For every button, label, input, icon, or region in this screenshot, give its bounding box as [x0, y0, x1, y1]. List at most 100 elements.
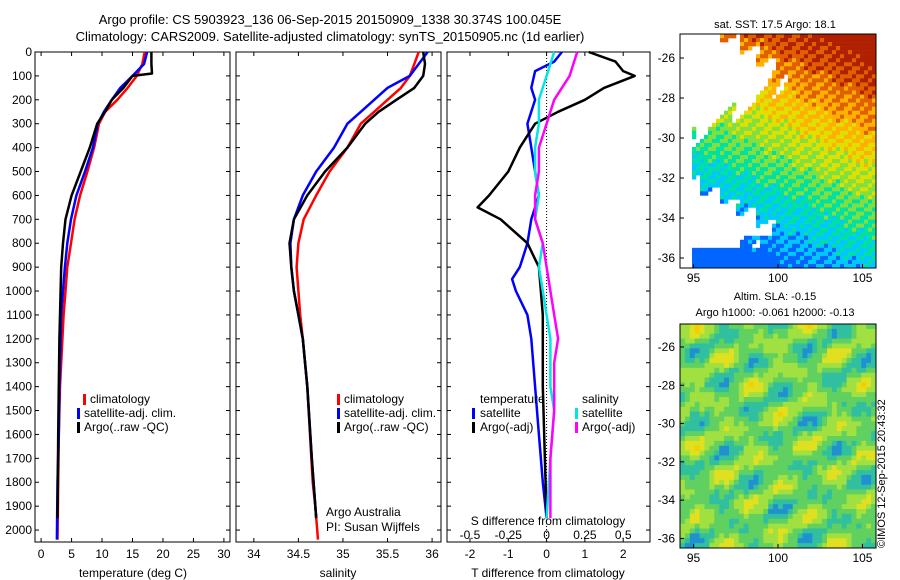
sst-cell	[764, 50, 769, 55]
sla-cell	[822, 362, 828, 369]
sla-cell	[856, 504, 862, 510]
sst-cell	[824, 163, 829, 168]
sla-cell	[851, 397, 857, 403]
sst-cell	[840, 175, 845, 180]
sla-cell	[807, 528, 813, 534]
sst-cell	[832, 187, 837, 192]
sla-cell	[758, 484, 764, 490]
sla-cell	[738, 367, 744, 373]
sla-cell	[773, 426, 779, 432]
sst-cell	[800, 94, 805, 99]
sst-cell	[820, 259, 825, 265]
sla-cell	[871, 362, 877, 369]
sst-cell	[856, 110, 861, 115]
sst-cell	[704, 191, 709, 196]
sst-cell	[844, 219, 849, 224]
sst-cell	[796, 102, 801, 107]
sla-cell	[778, 513, 784, 520]
sst-cell	[872, 187, 877, 192]
sla-cell	[787, 421, 793, 427]
sla-cell	[729, 479, 735, 485]
sst-cell	[808, 138, 813, 144]
sla-cell	[719, 509, 725, 515]
sst-cell	[796, 239, 801, 245]
sst-cell	[704, 163, 709, 168]
sla-cell	[846, 421, 852, 427]
sst-cell	[820, 34, 825, 39]
sla-cell	[817, 450, 823, 456]
sla-cell	[792, 353, 798, 359]
sst-cell	[788, 247, 793, 253]
sst-cell	[764, 98, 769, 103]
sla-cell	[719, 436, 725, 442]
sla-cell	[856, 353, 862, 359]
sla-cell	[851, 440, 857, 447]
sla-cell	[827, 543, 833, 549]
sst-cell	[828, 239, 833, 245]
sla-cell	[836, 450, 842, 456]
sla-cell	[846, 450, 852, 456]
sst-cell	[708, 130, 713, 136]
sla-cell	[719, 479, 725, 485]
sst-cell	[788, 187, 793, 192]
sst-cell	[812, 263, 817, 269]
sla-cell	[841, 343, 847, 349]
sla-cell	[861, 509, 867, 515]
sst-cell	[792, 146, 797, 152]
sla-cell	[758, 436, 764, 442]
sla-cell	[856, 528, 862, 534]
sst-cell	[852, 263, 857, 269]
sst-cell	[836, 130, 841, 136]
sst-cell	[792, 78, 797, 83]
sla-cell	[866, 470, 872, 476]
sst-cell	[844, 195, 849, 200]
sla-cell	[802, 489, 808, 495]
sst-cell	[716, 151, 721, 156]
sla-cell	[831, 348, 838, 354]
sla-cell	[689, 470, 695, 476]
sst-cell	[744, 179, 749, 184]
sst-cell	[872, 62, 877, 67]
sla-cell	[856, 362, 862, 369]
sst-cell	[784, 167, 789, 172]
sst-cell	[816, 62, 821, 67]
sst-cell	[836, 159, 841, 164]
sla-cell	[831, 533, 838, 539]
sst-cell	[840, 263, 845, 269]
sla-cell	[822, 509, 828, 515]
sst-cell	[836, 74, 841, 79]
sla-cell	[738, 392, 744, 398]
sla-cell	[714, 377, 720, 383]
sst-cell	[804, 255, 809, 261]
sst-cell	[768, 98, 773, 103]
sla-cell	[753, 367, 759, 373]
sst-cell	[780, 207, 785, 212]
sla-cell	[689, 353, 695, 359]
sla-cell	[709, 387, 715, 393]
sla-cell	[802, 353, 808, 359]
sst-cell	[820, 199, 825, 204]
sst-cell	[768, 207, 773, 212]
sla-cell	[787, 465, 793, 471]
sst-cell	[780, 215, 785, 220]
sla-cell	[871, 528, 877, 534]
sst-cell	[776, 223, 781, 228]
sst-cell	[844, 199, 849, 204]
sla-cell	[812, 348, 818, 354]
sst-cell	[804, 263, 809, 269]
sst-cell	[800, 255, 805, 261]
sst-cell	[776, 134, 781, 140]
sst-cell	[860, 203, 865, 208]
sst-cell	[728, 183, 733, 188]
sst-cell	[788, 251, 793, 257]
sst-cell	[844, 251, 849, 257]
sst-cell	[792, 179, 797, 184]
sst-cell	[848, 231, 853, 237]
sla-cell	[773, 445, 779, 451]
sla-cell	[866, 479, 872, 485]
sst-cell	[788, 191, 793, 196]
sla-cell	[856, 450, 862, 456]
sla-cell	[822, 392, 828, 398]
sla-cell	[768, 455, 774, 461]
sst-cell	[856, 247, 861, 253]
